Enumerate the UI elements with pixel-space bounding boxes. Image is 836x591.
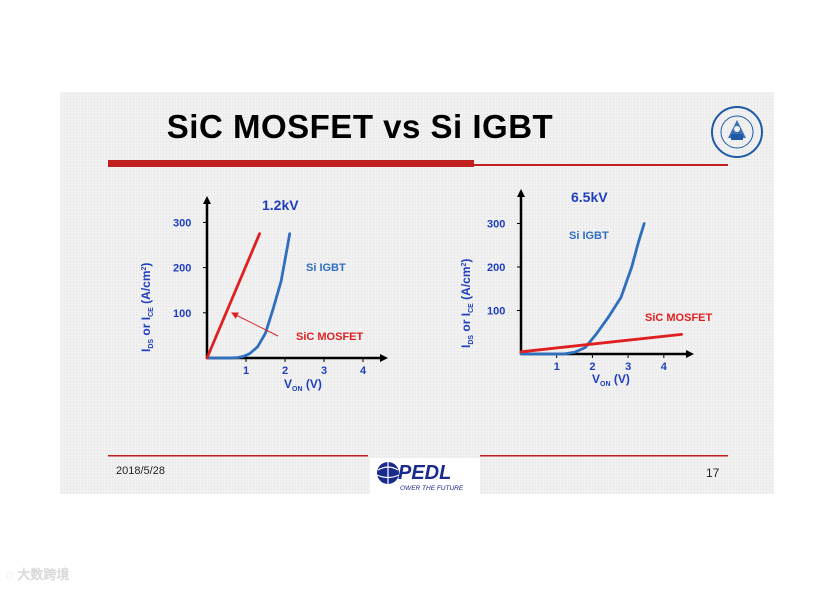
slide-title: SiC MOSFET vs Si IGBT [166,108,554,145]
chart1-ytick-label-300: 300 [173,217,191,229]
chart1-ytick-label-100: 100 [173,308,191,320]
watermark-text: 大数跨境 [17,567,70,582]
chart1-xtick-label-4: 4 [360,365,367,377]
chart2-series-sic-mosfet [519,332,683,354]
chart2-xtick-label-2: 2 [589,361,595,373]
chart2-ytick-label-100: 100 [487,306,505,318]
chart1-ytick-label-200: 200 [173,263,191,275]
chart1-y-axis-label: IDS or ICE (A/cm2) [139,263,155,352]
chart1-annotation-arrow [231,312,279,337]
chart1-xtick-label-3: 3 [321,365,327,377]
chart1-xtick-label-1: 1 [243,365,249,377]
chart-1-2kv: 1.2kV 1 2 3 4 100 200 300 VON (V) IDS or ICE (… [139,196,388,393]
slide-background [60,92,774,494]
chart1-label-si-igbt: Si IGBT [306,262,346,274]
pedl-tagline: OWER THE FUTURE [400,485,464,492]
pedl-globe-icon: PEDL OWER THE FUTURE [376,462,464,492]
chart2-title: 6.5kV [571,189,608,205]
footer-rule [108,455,728,457]
chart2-label-sic-mosfet: SiC MOSFET [645,312,713,324]
chart2-x-axis-label: VON (V) [592,372,630,388]
chart2-y-axis-label: IDS or ICE (A/cm2) [459,259,475,348]
pedl-logo-text: PEDL [398,462,451,484]
chart2-xtick-label-3: 3 [625,361,631,373]
pedl-logo: PEDL OWER THE FUTURE [370,458,480,494]
title-underline [108,160,728,167]
chart-6-5kv: 6.5kV 1 2 3 4 100 200 300 VON (V) IDS or ICE (… [459,189,713,388]
watermark-icon: ◌ [6,567,14,582]
chart1-series-si-igbt [205,232,292,360]
chart2-series-si-igbt [519,222,646,356]
chart2-xtick-label-1: 1 [554,361,560,373]
university-seal-logo [711,106,763,158]
chart2-label-si-igbt: Si IGBT [569,230,609,242]
chart1-title: 1.2kV [262,197,299,213]
chart2-xtick-label-4: 4 [661,361,668,373]
watermark: ◌ 大数跨境 [6,564,69,583]
chart1-series-sic-mosfet [205,232,262,360]
chart1-xtick-label-2: 2 [282,365,288,377]
chart1-x-axis-label: VON (V) [284,377,322,393]
chart1-label-sic-mosfet: SiC MOSFET [296,331,364,343]
chart2-ytick-label-200: 200 [487,262,505,274]
page-number: 17 [706,466,720,480]
chart2-ytick-label-300: 300 [487,219,505,231]
slide-date: 2018/5/28 [116,465,165,477]
